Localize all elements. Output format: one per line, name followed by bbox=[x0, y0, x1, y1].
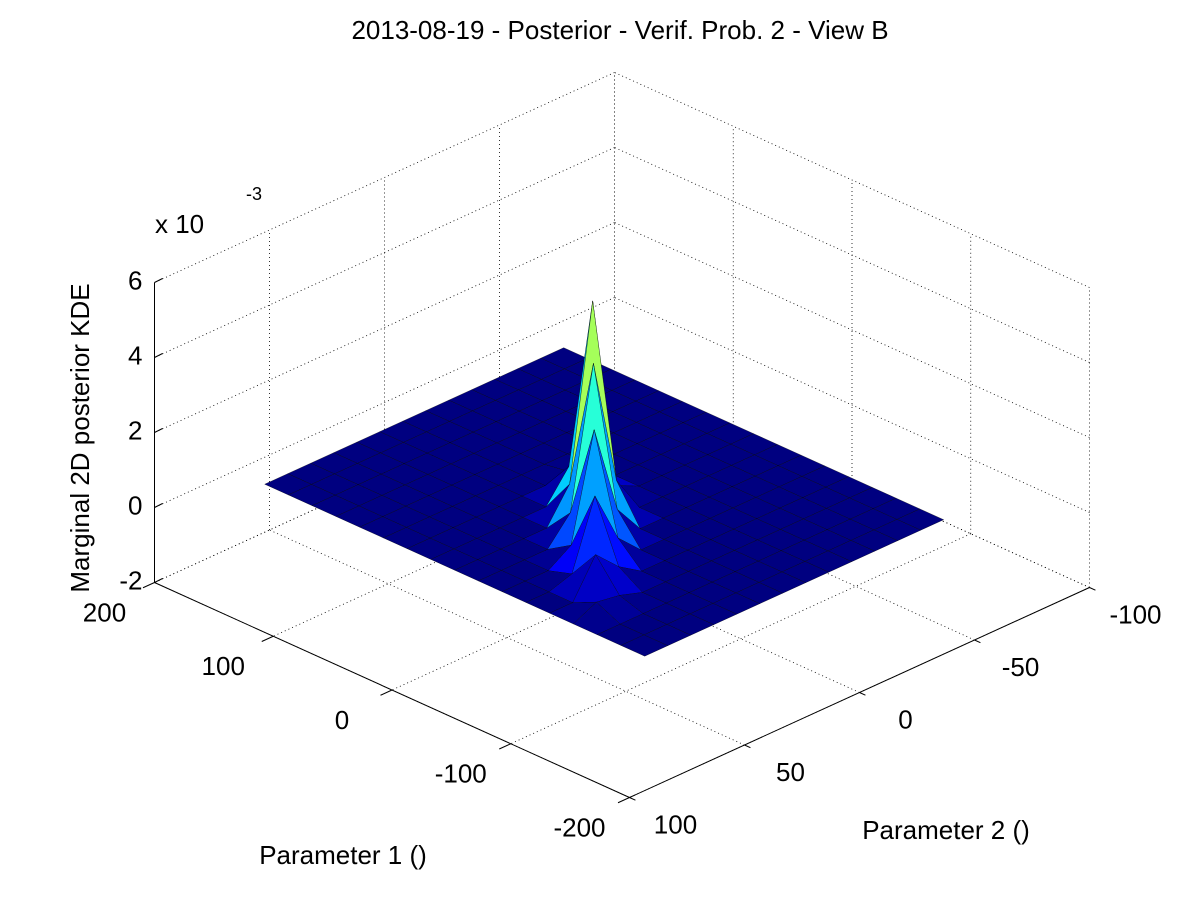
y-tick-label: 100 bbox=[654, 809, 697, 839]
x-tick bbox=[617, 797, 630, 804]
y-tick bbox=[629, 797, 636, 801]
x-tick-label: 100 bbox=[202, 651, 245, 681]
surface-face bbox=[620, 634, 669, 657]
z-tick bbox=[154, 428, 163, 433]
y-tick-label: 50 bbox=[776, 757, 805, 787]
z-tick-label: 4 bbox=[128, 340, 142, 370]
y-tick bbox=[974, 639, 981, 644]
y-tick-label: 0 bbox=[898, 704, 912, 734]
y-tick bbox=[1089, 587, 1096, 591]
x-tick-label: -100 bbox=[435, 759, 487, 789]
chart-title: 2013-08-19 - Posterior - Verif. Prob. 2 … bbox=[351, 15, 888, 45]
z-tick-label: 6 bbox=[128, 265, 142, 295]
grid-line bbox=[510, 533, 971, 745]
z-tick bbox=[154, 278, 163, 283]
x-tick bbox=[380, 689, 393, 696]
grid-line bbox=[269, 529, 745, 746]
z-tick-label: -2 bbox=[119, 565, 142, 595]
y-axis-label: Parameter 2 () bbox=[862, 815, 1030, 845]
z-tick bbox=[154, 578, 163, 583]
grid-line bbox=[614, 222, 1090, 438]
grid-line bbox=[154, 222, 615, 433]
y-tick-label: -50 bbox=[1002, 652, 1040, 682]
z-tick-label: 2 bbox=[128, 415, 142, 445]
z-tick-label: 0 bbox=[128, 490, 142, 520]
grid-line bbox=[154, 147, 615, 358]
axes-layer: -200 -100 0 100 200 -100 -50 0 50 100 -2 0 2 4 6 bbox=[83, 265, 1162, 842]
y-tick-label: -100 bbox=[1109, 599, 1161, 629]
surface-layer bbox=[264, 300, 945, 657]
x-tick bbox=[261, 635, 274, 642]
x-tick bbox=[499, 743, 511, 750]
grid-line bbox=[614, 297, 1090, 513]
grid-line bbox=[154, 72, 615, 283]
x-tick-label: -200 bbox=[553, 812, 605, 842]
z-axis-label: Marginal 2D posterior KDE bbox=[65, 283, 95, 592]
grid-line bbox=[614, 147, 1090, 363]
x-axis-label: Parameter 1 () bbox=[259, 840, 427, 870]
y-tick bbox=[744, 744, 751, 749]
z-tick bbox=[154, 353, 163, 358]
x-tick bbox=[142, 582, 155, 589]
grid-line bbox=[154, 297, 615, 508]
x-tick-label: 0 bbox=[335, 705, 349, 735]
x-tick-label: 200 bbox=[83, 597, 126, 627]
z-multiplier: x 10 bbox=[155, 209, 204, 239]
z-multiplier-exponent: -3 bbox=[246, 184, 262, 204]
grid-line bbox=[614, 72, 1090, 288]
z-tick bbox=[154, 503, 163, 508]
y-tick bbox=[859, 692, 866, 696]
